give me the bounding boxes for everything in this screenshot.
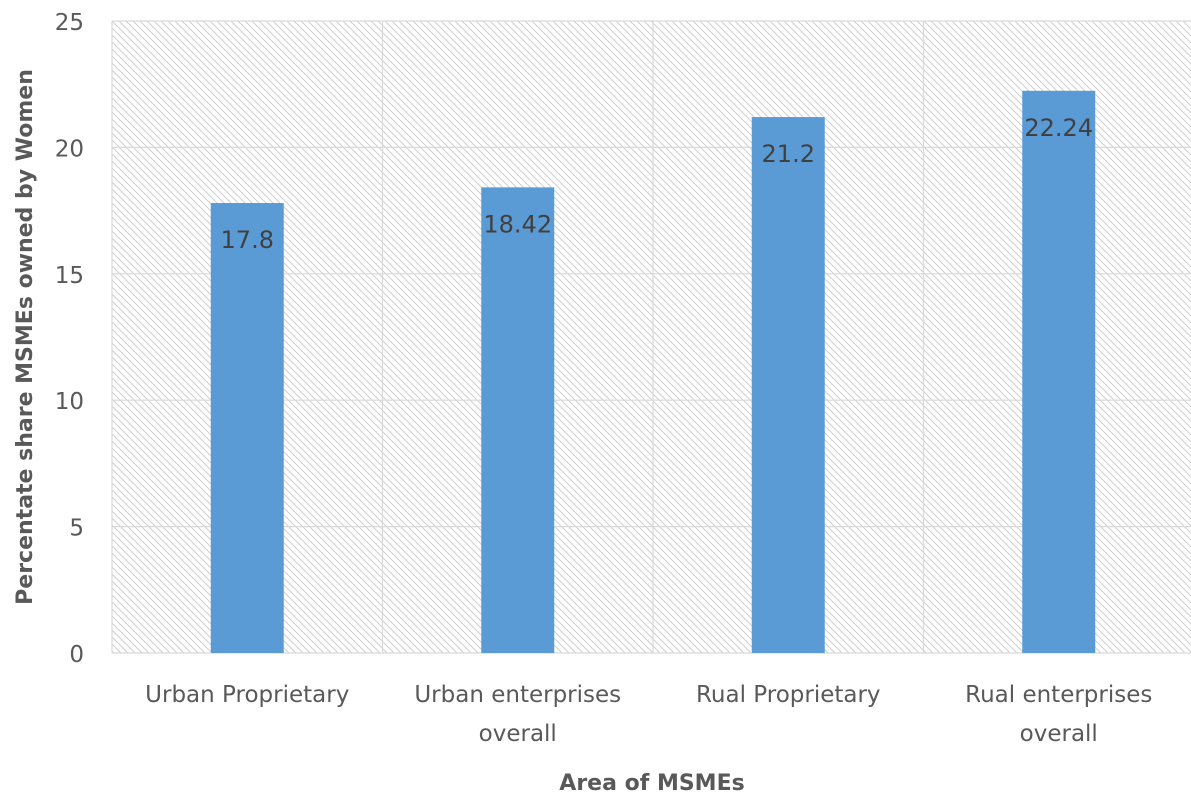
x-tick-label: Urban enterprises: [414, 682, 621, 708]
bar: [1022, 90, 1096, 653]
y-tick-label: 25: [55, 10, 84, 36]
data-label: 22.24: [1024, 114, 1093, 142]
y-tick-label: 20: [55, 136, 84, 162]
bar: [751, 117, 825, 653]
y-tick-label: 10: [55, 389, 84, 415]
x-tick-label: Rual Proprietary: [696, 682, 881, 708]
plot-area: [112, 21, 1191, 653]
data-label: 21.2: [762, 140, 815, 168]
gridlines: [111, 20, 1191, 654]
data-label: 18.42: [483, 210, 552, 238]
y-tick-label: 15: [55, 263, 84, 289]
y-tick-label: 5: [69, 516, 84, 542]
x-tick-label: Rual enterprises: [965, 682, 1152, 708]
y-axis-ticks: 0 5 10 15 20 25: [55, 10, 84, 668]
data-labels: 17.8 18.42 21.2 22.24: [221, 114, 1094, 254]
x-tick-label: overall: [479, 721, 557, 747]
bar: [481, 187, 555, 653]
data-label: 17.8: [221, 226, 274, 254]
x-tick-label: overall: [1020, 721, 1098, 747]
x-tick-label: Urban Proprietary: [145, 682, 349, 708]
bar: [210, 203, 284, 654]
y-axis-title: Percentate share MSMEs owned by Women: [13, 69, 38, 605]
x-axis-title: Area of MSMEs: [559, 771, 744, 796]
bars: [210, 90, 1096, 654]
y-tick-label: 0: [69, 642, 84, 668]
x-axis-ticks: Urban Proprietary Urban enterprises overal…: [145, 682, 1152, 747]
